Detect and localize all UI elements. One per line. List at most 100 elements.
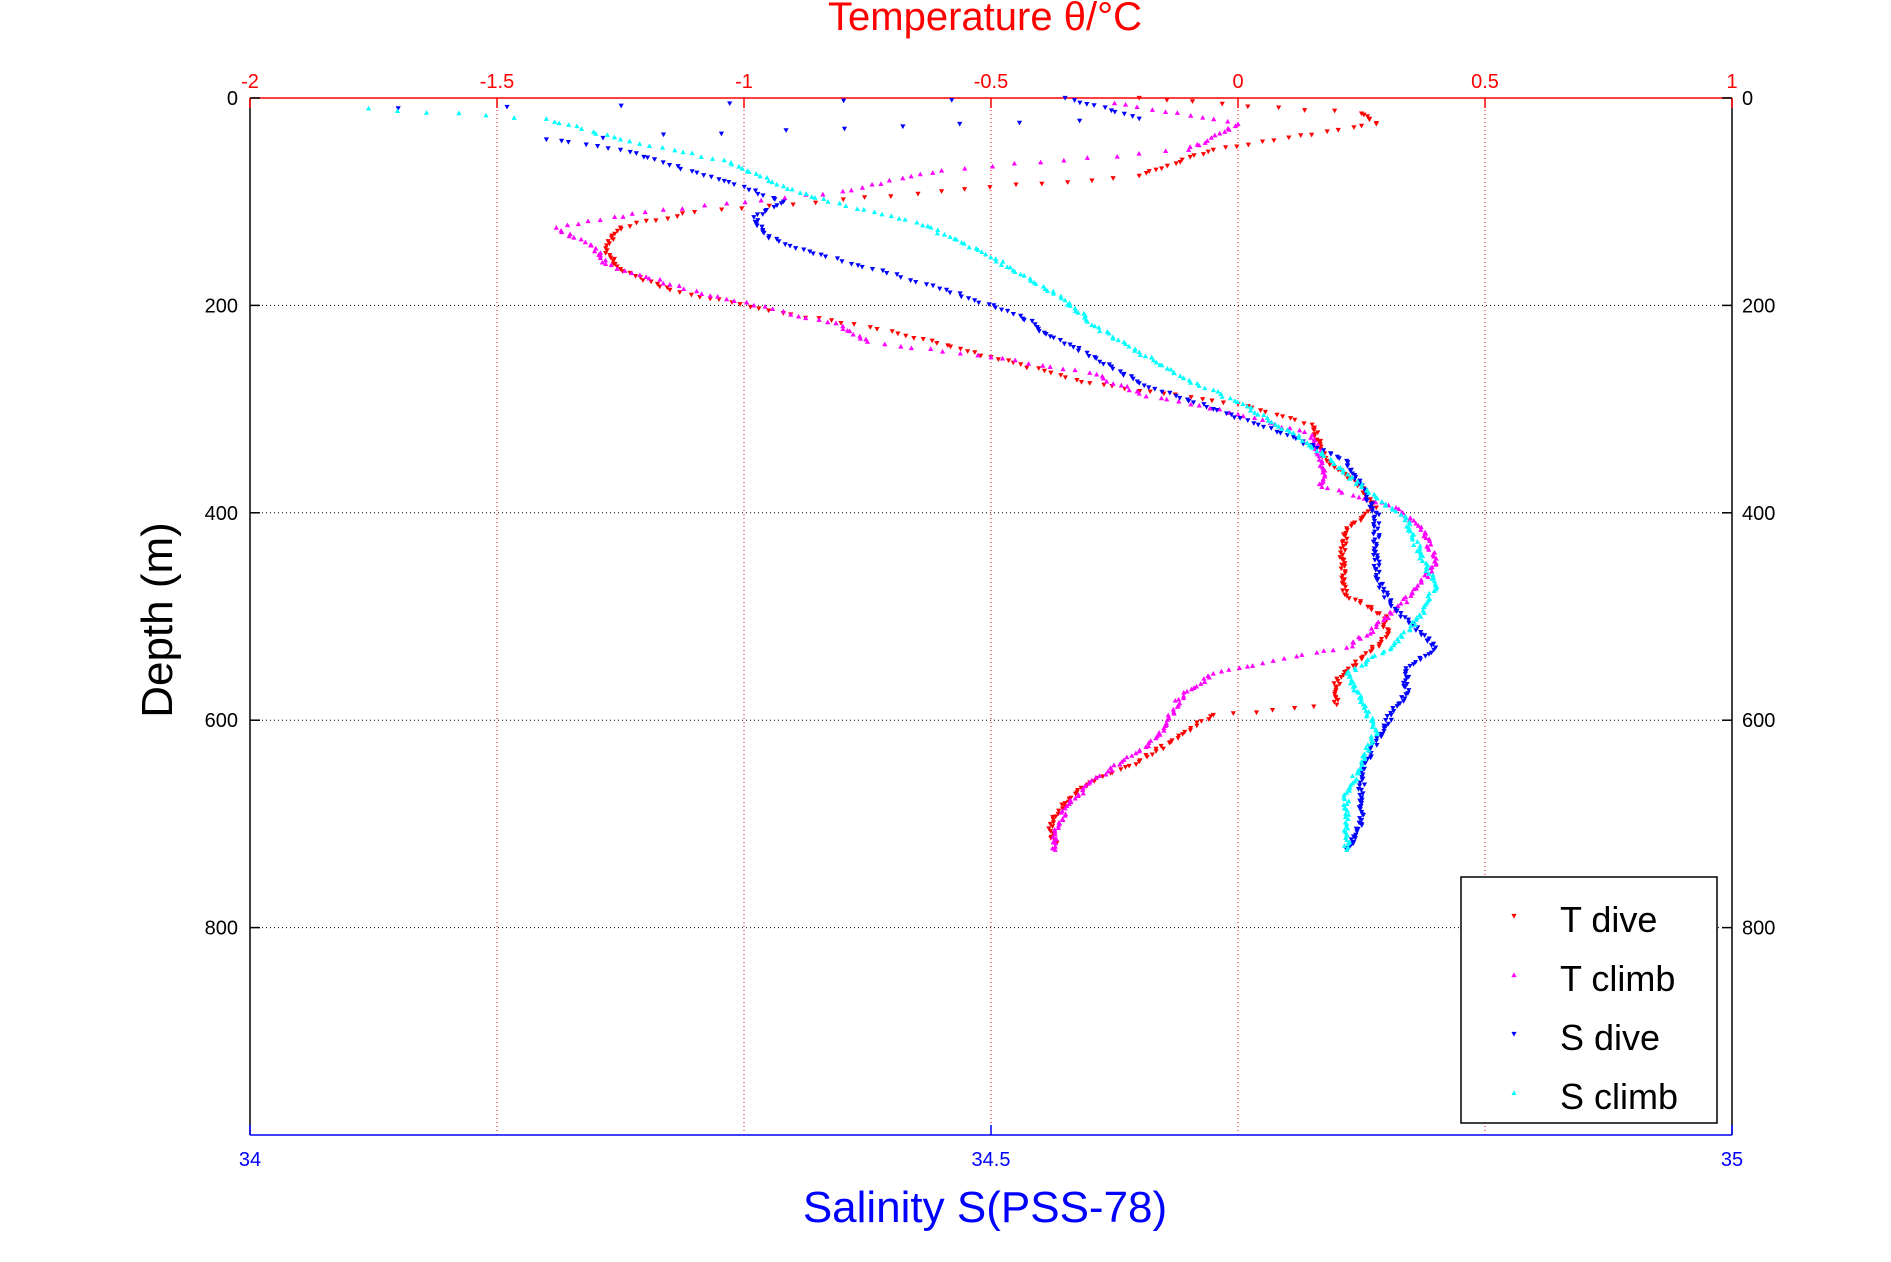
data-point — [1341, 802, 1347, 807]
data-point — [612, 231, 618, 237]
data-point — [1290, 434, 1296, 440]
data-point — [1358, 769, 1365, 775]
data-point — [1339, 562, 1345, 568]
data-point — [1021, 272, 1027, 278]
data-point — [1159, 362, 1165, 368]
data-point — [1340, 467, 1346, 473]
data-point — [744, 299, 750, 305]
data-point — [1115, 337, 1121, 343]
data-point — [1105, 768, 1111, 774]
data-point — [1336, 456, 1342, 461]
data-point — [1345, 460, 1351, 465]
data-point — [753, 171, 759, 176]
data-point — [1203, 404, 1210, 410]
legend-entry: S dive — [1511, 1017, 1660, 1058]
data-point — [1324, 129, 1330, 135]
data-point — [1360, 812, 1367, 818]
data-point — [1126, 763, 1132, 769]
data-point — [1371, 522, 1377, 527]
right-axis-tick-label: 600 — [1742, 710, 1775, 732]
data-point — [1384, 590, 1390, 596]
data-point — [746, 169, 752, 174]
data-point — [1358, 484, 1365, 489]
data-point — [790, 202, 796, 208]
data-point — [1120, 373, 1127, 378]
data-point — [843, 203, 849, 208]
data-point — [707, 293, 713, 298]
data-point — [1422, 572, 1428, 578]
data-point — [1173, 161, 1179, 167]
data-point — [1110, 381, 1116, 386]
data-point — [1206, 717, 1212, 722]
data-point — [1344, 821, 1350, 826]
data-point — [795, 313, 802, 319]
legend: T dive T climb S dive S climb — [1460, 876, 1718, 1124]
data-point — [1394, 704, 1400, 709]
data-point — [1050, 814, 1056, 820]
data-point — [1341, 557, 1347, 563]
data-point — [1236, 665, 1242, 671]
data-point — [1076, 346, 1082, 351]
data-point — [1356, 783, 1363, 789]
data-point — [939, 167, 945, 173]
data-point — [1422, 633, 1428, 638]
data-point — [741, 184, 747, 190]
data-point — [820, 191, 826, 197]
data-point — [1111, 762, 1117, 768]
data-point — [943, 287, 950, 293]
data-point — [1050, 291, 1057, 296]
data-point — [642, 209, 648, 215]
data-point — [1342, 533, 1348, 539]
data-point — [929, 338, 935, 344]
data-point — [1428, 565, 1434, 571]
data-point — [1348, 782, 1354, 788]
data-point — [762, 209, 768, 214]
data-point — [854, 206, 860, 211]
data-point — [679, 211, 686, 216]
data-point — [787, 243, 793, 249]
data-point — [780, 308, 787, 314]
left-axis-tick-label: 800 — [205, 918, 238, 940]
data-point — [511, 115, 517, 120]
data-point — [1431, 588, 1437, 593]
data-point — [1109, 767, 1115, 773]
data-point — [1021, 317, 1027, 323]
data-point — [1184, 688, 1190, 694]
data-point — [841, 98, 847, 104]
data-point — [718, 131, 725, 137]
data-point — [1024, 365, 1030, 371]
data-point — [1381, 586, 1387, 592]
data-point — [1222, 129, 1228, 134]
data-point — [672, 147, 678, 153]
data-point — [566, 233, 572, 239]
data-point — [1072, 308, 1079, 314]
data-point — [1338, 546, 1344, 552]
data-point — [1114, 153, 1120, 159]
data-point — [1374, 743, 1380, 748]
data-point — [1376, 563, 1382, 568]
data-point — [1324, 485, 1331, 491]
data-point — [1171, 710, 1177, 716]
data-point — [1164, 365, 1170, 371]
data-point — [1096, 324, 1102, 330]
data-point — [1373, 738, 1379, 744]
data-point — [1402, 517, 1408, 523]
data-point — [1343, 531, 1349, 536]
data-point — [1180, 695, 1187, 701]
data-point — [821, 196, 827, 201]
data-point — [1418, 527, 1424, 532]
data-point — [1177, 395, 1183, 401]
data-point — [1423, 530, 1429, 536]
data-point — [1373, 543, 1380, 549]
data-point — [754, 212, 761, 218]
data-point — [574, 123, 580, 129]
data-point — [764, 174, 770, 180]
data-point — [594, 144, 601, 149]
data-point — [1126, 387, 1132, 393]
data-point — [1168, 366, 1174, 372]
data-point — [834, 256, 841, 262]
data-point — [1235, 121, 1241, 127]
ticks: -2 -1.5 -1 -0.5 0 0.5 1 34 34.5 35 0 0 200 200 400 400 6… — [205, 71, 1776, 1171]
data-point — [1171, 370, 1177, 376]
data-point — [1062, 801, 1068, 806]
